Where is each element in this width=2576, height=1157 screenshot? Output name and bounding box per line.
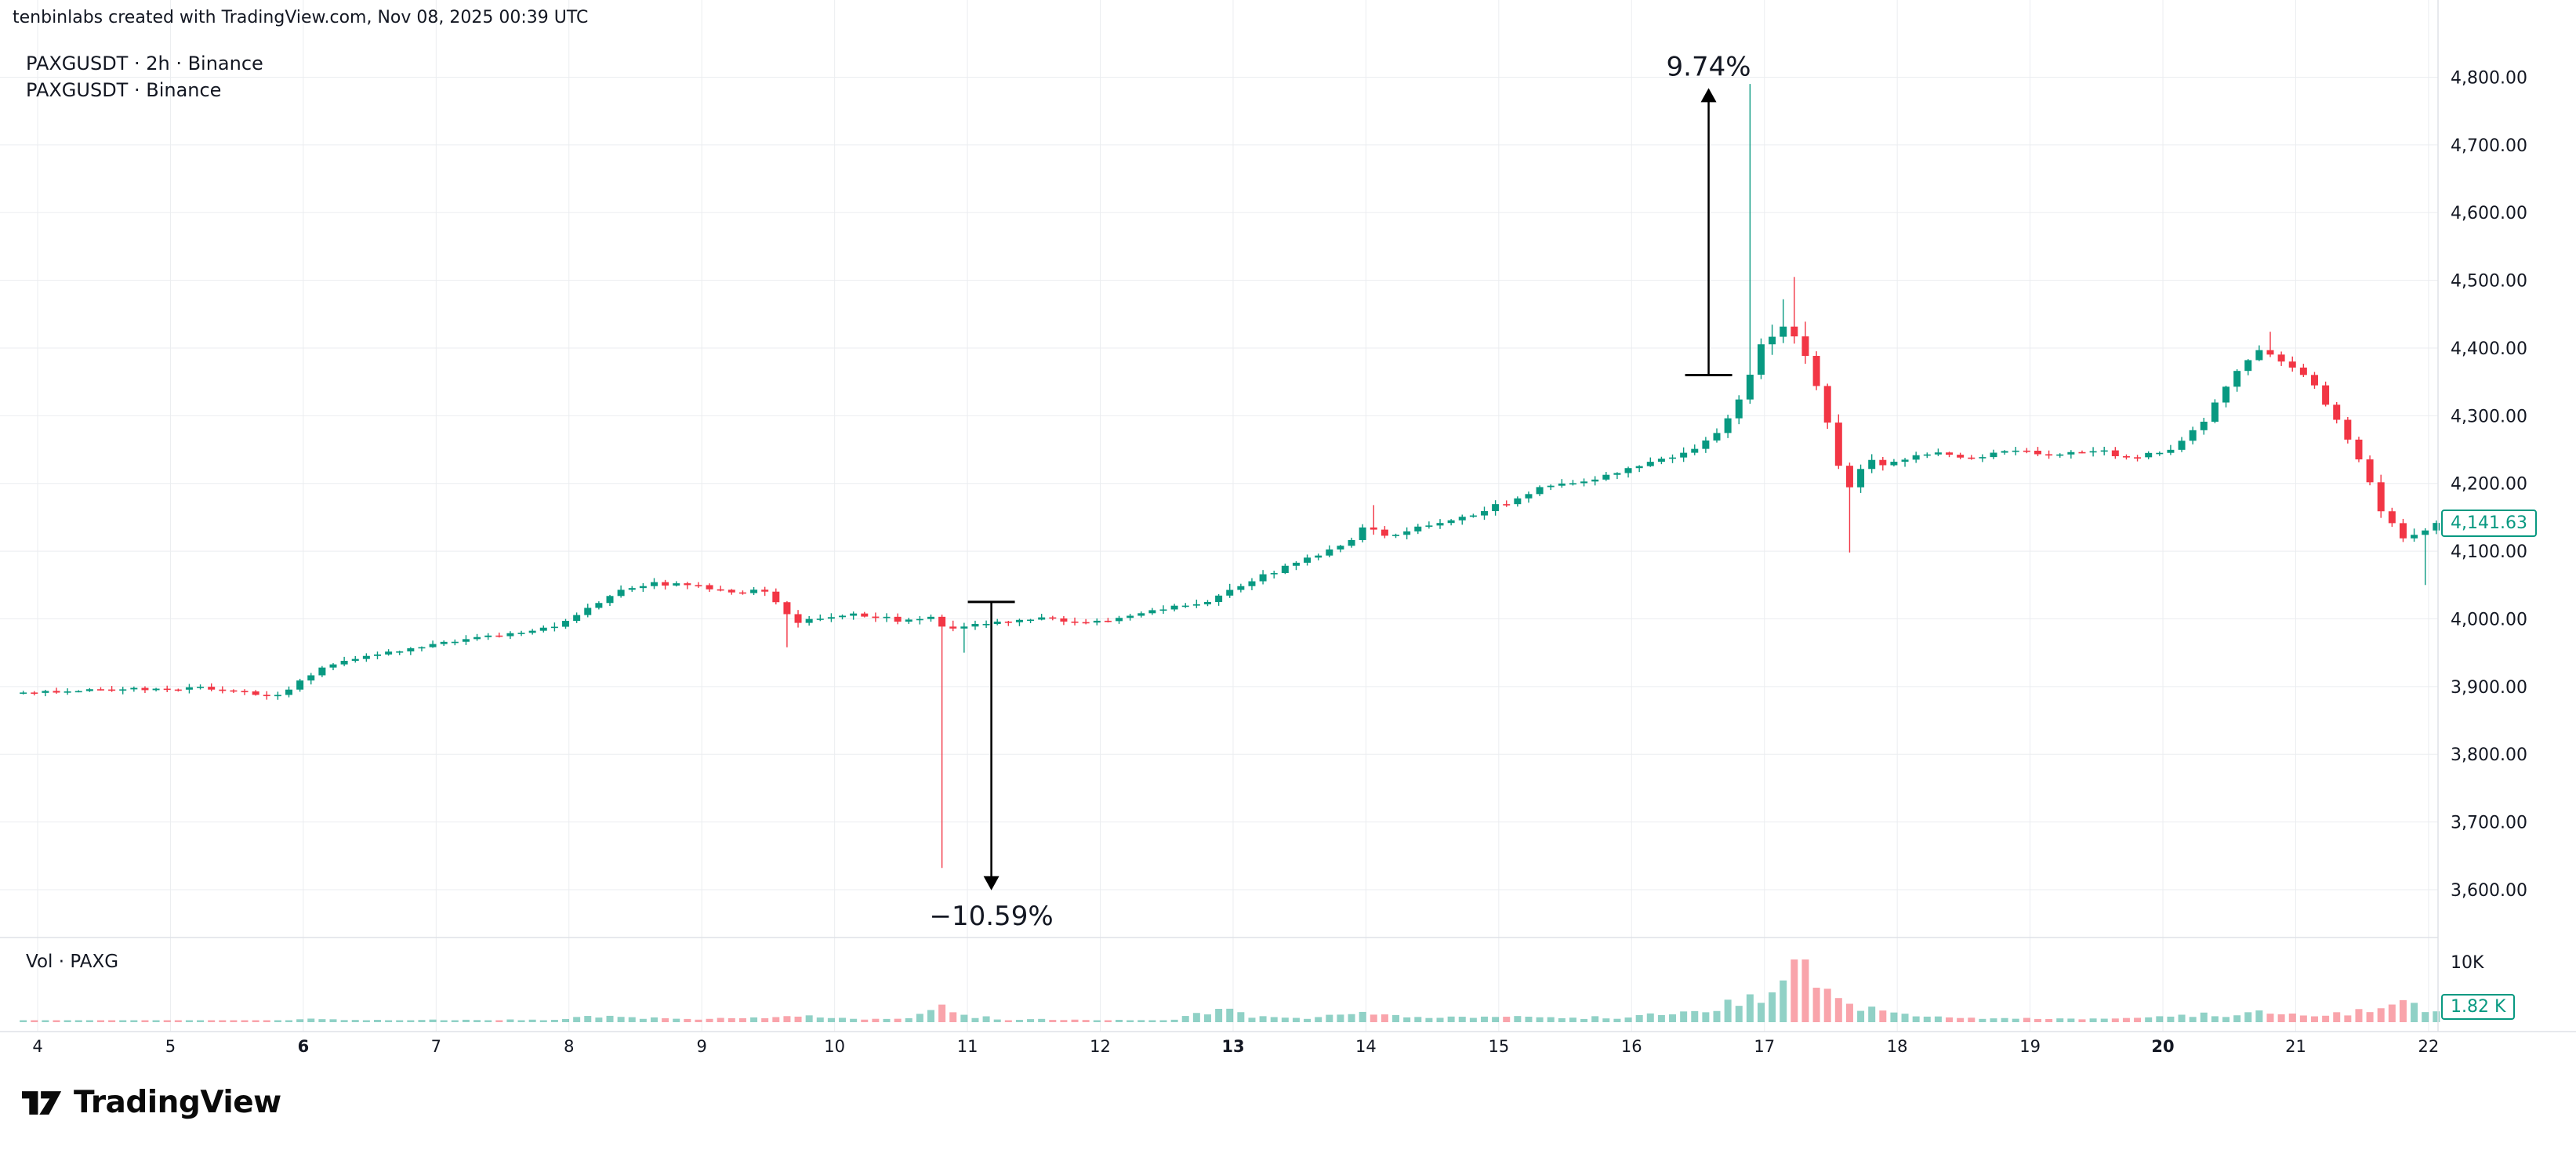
time-axis-label[interactable]: 20	[2151, 1037, 2174, 1056]
volume-series[interactable]	[20, 959, 2440, 1022]
measurement-label[interactable]: −10.59%	[930, 901, 1054, 932]
volume-axis-max-label: 10K	[2451, 953, 2484, 973]
price-axis-label[interactable]: 4,800.00	[2451, 69, 2527, 89]
price-axis-label[interactable]: 4,300.00	[2451, 407, 2527, 426]
last-price-label: 4,141.63	[2441, 510, 2537, 537]
time-axis-label[interactable]: 16	[1621, 1037, 1642, 1056]
time-axis-label[interactable]: 8	[564, 1037, 574, 1056]
time-axis-label[interactable]: 22	[2418, 1037, 2440, 1056]
price-axis-label[interactable]: 3,900.00	[2451, 678, 2527, 698]
time-axis-label[interactable]: 21	[2285, 1037, 2306, 1056]
price-axis-label[interactable]: 4,000.00	[2451, 610, 2527, 629]
time-axis-label[interactable]: 17	[1754, 1037, 1775, 1056]
volume-pane-title[interactable]: Vol · PAXG	[26, 952, 119, 972]
time-axis-label[interactable]: 13	[1221, 1037, 1244, 1056]
price-axis-label[interactable]: 4,400.00	[2451, 339, 2527, 359]
time-axis-label[interactable]: 19	[2019, 1037, 2041, 1056]
price-axis-label[interactable]: 4,700.00	[2451, 136, 2527, 156]
time-axis-label[interactable]: 15	[1488, 1037, 1509, 1056]
legend-symbol-line[interactable]: PAXGUSDT · 2h · Binance	[26, 53, 263, 74]
time-axis-label[interactable]: 11	[957, 1037, 978, 1056]
price-axis-label[interactable]: 4,600.00	[2451, 204, 2527, 223]
legend-secondary-line[interactable]: PAXGUSDT · Binance	[26, 79, 222, 101]
time-axis-label[interactable]: 9	[697, 1037, 707, 1056]
footer-branding[interactable]: TradingView	[22, 1085, 281, 1120]
attribution-text: tenbinlabs created with TradingView.com,…	[13, 8, 589, 27]
time-axis-label[interactable]: 6	[298, 1037, 310, 1056]
chart-legend[interactable]: PAXGUSDT · 2h · Binance PAXGUSDT · Binan…	[26, 50, 263, 103]
time-axis-label[interactable]: 7	[431, 1037, 441, 1056]
time-axis-label[interactable]: 12	[1090, 1037, 1111, 1056]
price-axis-label[interactable]: 3,800.00	[2451, 745, 2527, 765]
measurement-label[interactable]: 9.74%	[1667, 51, 1751, 82]
last-volume-label: 1.82 K	[2441, 994, 2516, 1020]
measurement-annotations[interactable]: 9.74% −10.59%	[930, 51, 1751, 931]
price-chart-canvas[interactable]: 9.74% −10.59% 4,800.00 4,700.00 4,600.00 4,50…	[0, 0, 2576, 1068]
price-axis-label[interactable]: 4,500.00	[2451, 272, 2527, 292]
time-axis-label[interactable]: 10	[824, 1037, 845, 1056]
price-axis-label[interactable]: 4,100.00	[2451, 542, 2527, 562]
time-axis-label[interactable]: 4	[32, 1037, 42, 1056]
brand-name: TradingView	[74, 1085, 281, 1120]
tradingview-logo-icon	[22, 1090, 62, 1115]
time-axis-label[interactable]: 18	[1887, 1037, 1908, 1056]
price-axis-label[interactable]: 3,600.00	[2451, 881, 2527, 901]
axes[interactable]: 4,800.00 4,700.00 4,600.00 4,500.00 4,400.00…	[0, 0, 2576, 1056]
time-axis-label[interactable]: 5	[165, 1037, 176, 1056]
time-axis-label[interactable]: 14	[1355, 1037, 1377, 1056]
price-axis-label[interactable]: 3,700.00	[2451, 814, 2527, 833]
price-axis-label[interactable]: 4,200.00	[2451, 475, 2527, 495]
grid-lines	[0, 0, 2438, 1032]
candlestick-series[interactable]	[20, 84, 2440, 869]
